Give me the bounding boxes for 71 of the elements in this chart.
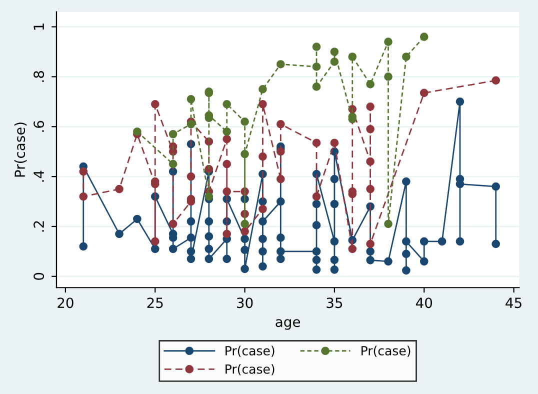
point: [366, 184, 374, 194]
point: [276, 60, 285, 68]
point: [222, 187, 232, 196]
point: [222, 230, 232, 238]
x-tick-label: 40: [416, 298, 432, 308]
point: [258, 204, 267, 214]
point: [276, 174, 285, 184]
x-tick-label: 20: [58, 298, 74, 308]
point: [222, 134, 232, 144]
y-axis-title: Pr(case): [14, 122, 27, 177]
point: [240, 150, 249, 158]
point: [240, 117, 249, 126]
point: [258, 100, 267, 108]
point: [366, 240, 374, 248]
point: [366, 157, 374, 166]
point: [312, 42, 321, 51]
point: [402, 52, 410, 61]
x-tick-label: 35: [326, 298, 342, 308]
point: [276, 120, 285, 128]
point: [330, 58, 339, 66]
point: [420, 32, 428, 41]
x-axis-title: age: [276, 319, 300, 330]
point: [348, 244, 357, 254]
point: [384, 220, 392, 228]
point: [276, 147, 285, 156]
point: [150, 100, 160, 108]
point: [240, 220, 249, 228]
x-tick-label: 45: [506, 298, 522, 308]
point: [420, 88, 428, 98]
point: [79, 192, 88, 201]
legend-label: Pr(case): [226, 346, 274, 357]
point: [150, 237, 160, 246]
y-tick-label: .2: [34, 221, 44, 232]
point: [312, 82, 321, 91]
legend-label: Pr(case): [362, 346, 410, 357]
point: [168, 130, 178, 138]
point: [312, 192, 321, 201]
y-tick-label: 0: [34, 272, 44, 280]
point: [312, 62, 321, 71]
x-tick-label: 30: [237, 298, 253, 308]
point: [133, 127, 142, 136]
point: [258, 85, 267, 94]
point: [222, 127, 232, 136]
point: [222, 100, 232, 108]
y-tick-label: .4: [34, 170, 44, 182]
point: [330, 138, 339, 148]
point: [186, 172, 196, 181]
point: [312, 138, 321, 148]
point: [204, 192, 214, 201]
point: [222, 160, 232, 168]
point: [168, 160, 178, 168]
point: [330, 48, 339, 56]
point: [79, 167, 88, 176]
point: [115, 184, 124, 194]
point: [168, 220, 178, 228]
point: [186, 120, 196, 128]
point: [366, 102, 374, 111]
legend-label: Pr(case): [226, 364, 274, 376]
y-tick-label: 1: [34, 24, 44, 30]
point: [366, 124, 374, 134]
point: [366, 80, 374, 88]
point: [258, 152, 267, 161]
y-tick-label: .6: [34, 120, 44, 132]
point: [384, 72, 392, 81]
point: [492, 76, 500, 85]
x-tick-label: 25: [147, 298, 163, 308]
point: [348, 52, 357, 61]
point: [240, 227, 249, 236]
point: [186, 95, 196, 104]
y-tick-label: .8: [34, 71, 44, 82]
point: [384, 38, 392, 46]
